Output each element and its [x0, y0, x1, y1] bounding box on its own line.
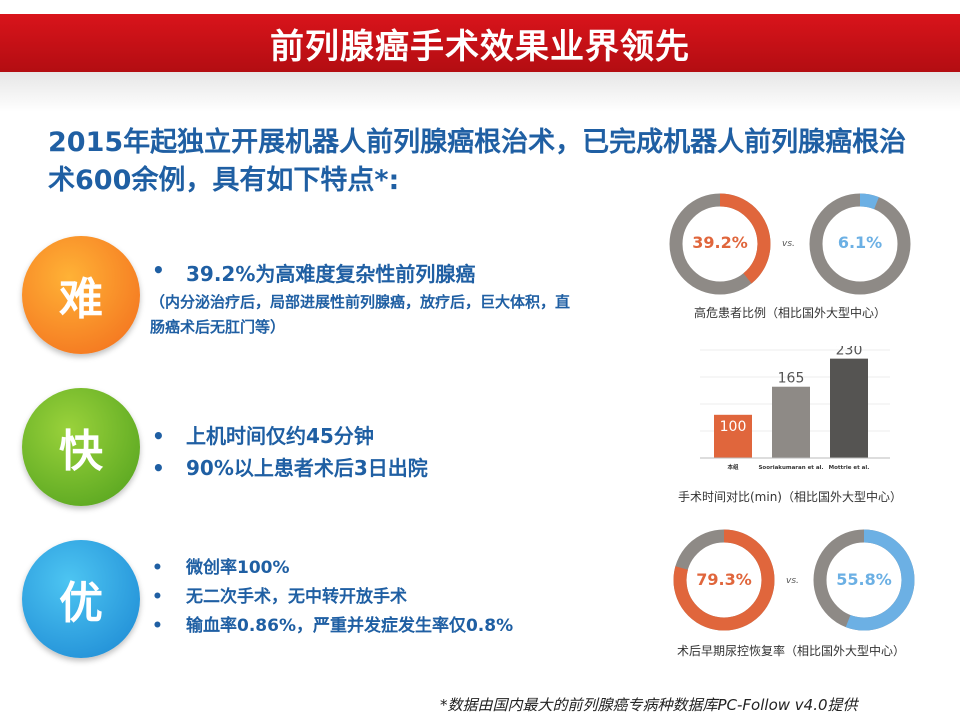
fast-list: • 上机时间仅约45分钟 • 90%以上患者术后3日出院	[150, 420, 428, 484]
high-risk-local-value: 39.2%	[692, 233, 748, 252]
bar-value-label: 100	[720, 419, 747, 435]
bar-category-label: 本组	[727, 463, 739, 471]
continence-local-donut	[673, 529, 775, 631]
high-risk-local-donut	[669, 193, 771, 295]
list-item-text: 微创率100%	[186, 558, 290, 578]
bar-category-label: Sooriakumaran et al.	[758, 465, 823, 471]
continence-local-value: 79.3%	[696, 570, 752, 589]
list-item: • 无二次手术，无中转开放手术	[150, 583, 513, 612]
intro-text: 2015年起独立开展机器人前列腺癌根治术，已完成机器人前列腺癌根治术600余例，…	[48, 127, 907, 196]
bar-1	[772, 386, 810, 458]
list-item: • 上机时间仅约45分钟	[150, 420, 428, 452]
difficult-badge: 难	[22, 236, 140, 354]
high-risk-foreign-arc	[809, 193, 911, 295]
operation-time-caption: 手术时间对比(min)（相比国外大型中心）	[678, 490, 902, 504]
page-title: 前列腺癌手术效果业界领先	[270, 26, 690, 67]
continence-caption: 术后早期尿控恢复率（相比国外大型中心）	[676, 644, 905, 658]
high-risk-foreign-donut	[809, 193, 911, 295]
list-item: • 39.2%为高难度复杂性前列腺癌	[150, 258, 590, 287]
list-item: • 输血率0.86%，严重并发症发生率仅0.8%	[150, 612, 513, 641]
difficult-note: （内分泌治疗后，局部进展性前列腺癌，放疗后，巨大体积，直肠癌术后无肛门等）	[150, 293, 571, 336]
data-source-footnote: *数据由国内最大的前列腺癌专病种数据库PC-Follow v4.0提供	[440, 696, 858, 714]
title-banner: 前列腺癌手术效果业界领先	[0, 14, 960, 72]
bullet-icon: •	[152, 258, 165, 282]
excellent-list: • 微创率100% • 无二次手术，无中转开放手术 • 输血率0.86%，严重并发症发…	[150, 554, 513, 641]
list-item: • 90%以上患者术后3日出院	[150, 452, 428, 484]
bar-value-label: 165	[778, 371, 805, 387]
high-risk-local-arc	[669, 193, 771, 295]
bullet-icon: •	[152, 424, 165, 448]
list-item: • 微创率100%	[150, 554, 513, 583]
continence-foreign-donut	[813, 529, 915, 631]
continence-foreign-arc	[813, 529, 915, 631]
vs-label: vs.	[786, 576, 799, 586]
continence-local-arc	[673, 529, 775, 631]
banner-shadow	[0, 72, 960, 112]
difficult-list: • 39.2%为高难度复杂性前列腺癌	[150, 258, 590, 287]
list-item-text: 输血率0.86%，严重并发症发生率仅0.8%	[186, 616, 514, 636]
bullet-icon: •	[152, 616, 163, 636]
fast-badge: 快	[22, 388, 140, 506]
excellent-badge: 优	[22, 540, 140, 658]
operation-time-bar-chart: 100 本组 165 Sooriakumaran et al. 230 Mottrie e…	[700, 346, 890, 471]
list-item-text: 90%以上患者术后3日出院	[186, 456, 428, 480]
list-item-text: 无二次手术，无中转开放手术	[186, 587, 407, 607]
vs-label: vs.	[782, 239, 795, 249]
high-risk-foreign-value: 6.1%	[837, 233, 883, 252]
bullet-icon: •	[152, 587, 163, 607]
bullet-icon: •	[152, 558, 163, 578]
list-item-text: 39.2%为高难度复杂性前列腺癌	[186, 262, 476, 286]
bullet-icon: •	[152, 456, 165, 480]
list-item-text: 上机时间仅约45分钟	[186, 424, 374, 448]
bar-0	[714, 414, 752, 458]
bar-2	[830, 358, 868, 458]
bar-value-label: 230	[836, 346, 863, 359]
continence-foreign-value: 55.8%	[836, 570, 892, 589]
bar-category-label: Mottrie et al.	[829, 465, 870, 471]
high-risk-caption: 高危患者比例（相比国外大型中心）	[693, 306, 886, 320]
